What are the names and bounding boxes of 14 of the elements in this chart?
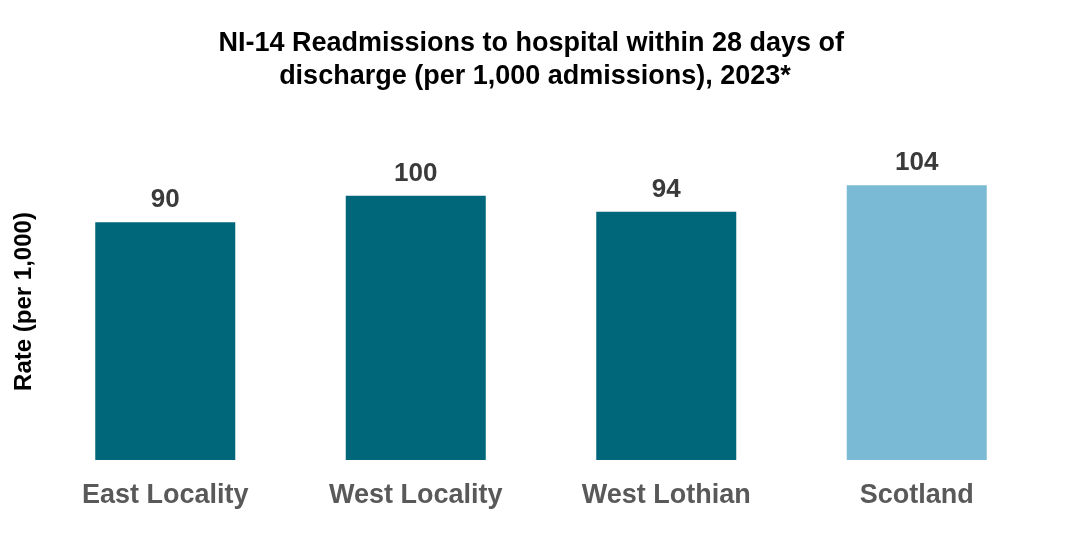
- x-tick-label: West Locality: [328, 478, 503, 509]
- bar: [95, 222, 236, 460]
- bar: [846, 185, 987, 460]
- data-label: 94: [651, 172, 682, 203]
- y-axis-title: Rate (per 1,000): [8, 212, 36, 391]
- data-label: 100: [394, 156, 438, 187]
- chart-title: NI-14 Readmissions to hospital within 28 days of discharge (per 1,000 admissions), 2023*: [218, 26, 852, 90]
- bar: [345, 195, 486, 460]
- data-label: 104: [895, 146, 939, 177]
- bar: [596, 211, 737, 460]
- x-tick-label: East Locality: [81, 478, 249, 509]
- x-tick-label: West Lothian: [581, 478, 751, 509]
- data-label: 90: [150, 183, 180, 214]
- x-tick-label: Scotland: [859, 478, 974, 509]
